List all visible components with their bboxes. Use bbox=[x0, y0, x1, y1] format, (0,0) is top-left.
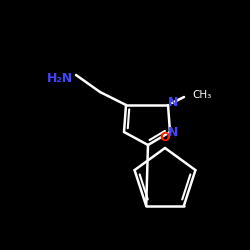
Text: CH₃: CH₃ bbox=[192, 90, 211, 100]
Text: H₂N: H₂N bbox=[47, 72, 73, 85]
Text: O: O bbox=[160, 131, 170, 144]
Text: N: N bbox=[168, 96, 178, 110]
Text: N: N bbox=[168, 126, 178, 140]
